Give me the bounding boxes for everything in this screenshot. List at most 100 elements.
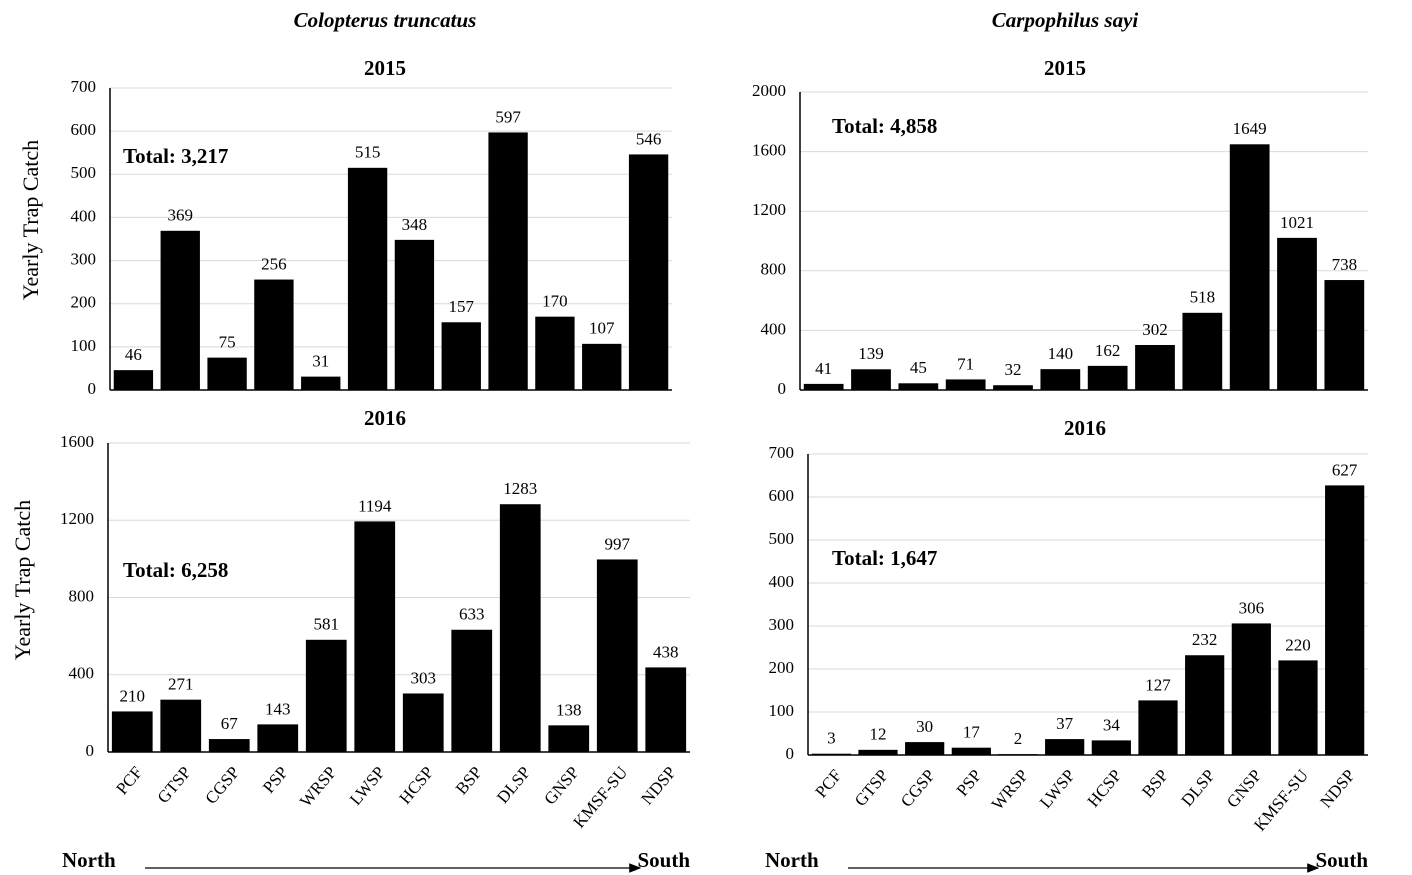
total-annotation: Total: 4,858 — [832, 114, 937, 138]
data-label: 271 — [168, 675, 194, 694]
data-label: 138 — [556, 700, 582, 719]
bar — [113, 370, 154, 390]
bar — [354, 521, 396, 752]
bar — [305, 639, 347, 752]
y-tick-label: 400 — [761, 319, 787, 338]
y-tick-label: 500 — [71, 163, 97, 182]
bar — [1182, 312, 1223, 390]
data-label: 31 — [312, 352, 329, 371]
bar — [488, 132, 528, 391]
bar — [160, 230, 200, 390]
data-label: 140 — [1048, 344, 1074, 363]
y-tick-label: 1200 — [60, 509, 94, 528]
y-tick-label: 1600 — [60, 432, 94, 451]
x-tick-label: GTSP — [851, 766, 892, 810]
x-tick-label: PCF — [811, 766, 845, 801]
bar — [1229, 144, 1270, 390]
x-tick-label: WRSP — [988, 766, 1032, 814]
bar — [499, 504, 541, 752]
data-label: 581 — [314, 615, 340, 634]
data-label: 597 — [495, 107, 521, 126]
x-tick-label: CGSP — [897, 766, 939, 811]
north-label: North — [765, 848, 819, 872]
data-label: 633 — [459, 605, 485, 624]
data-label: 518 — [1190, 288, 1216, 307]
x-tick-label: LWSP — [1036, 766, 1079, 812]
bar — [1040, 369, 1081, 390]
total-annotation: Total: 6,258 — [123, 558, 228, 582]
bar — [441, 322, 481, 390]
data-label: 67 — [221, 714, 239, 733]
bar — [945, 379, 986, 390]
x-tick-label: DLSP — [1177, 766, 1218, 810]
y-tick-label: 600 — [769, 486, 795, 505]
data-label: 139 — [858, 344, 884, 363]
bar — [1135, 345, 1175, 390]
data-label: 143 — [265, 699, 291, 718]
y-tick-label: 600 — [71, 120, 97, 139]
x-tick-label: HCSP — [395, 763, 437, 808]
y-tick-label: 200 — [71, 293, 97, 312]
chart-title: 2015 — [364, 56, 406, 80]
data-label: 170 — [542, 292, 568, 311]
south-label: South — [1315, 848, 1368, 872]
data-label: 220 — [1285, 635, 1311, 654]
data-label: 3 — [827, 729, 836, 748]
y-tick-label: 0 — [786, 744, 795, 763]
x-tick-label: GNSP — [540, 763, 582, 809]
data-label: 1021 — [1280, 213, 1314, 232]
bar — [208, 739, 250, 752]
data-label: 75 — [219, 333, 236, 352]
bar — [898, 383, 939, 390]
chart-title: 2016 — [364, 406, 406, 430]
total-annotation: Total: 1,647 — [832, 546, 937, 570]
bar — [1278, 660, 1318, 755]
data-label: 162 — [1095, 341, 1121, 360]
bar — [451, 629, 493, 752]
bar — [160, 699, 202, 752]
y-tick-label: 400 — [69, 664, 95, 683]
x-tick-label: BSP — [1138, 766, 1172, 801]
bar — [993, 385, 1033, 390]
species-title: Colopterus truncatus — [294, 8, 477, 32]
x-tick-label: BSP — [452, 763, 486, 798]
data-label: 17 — [963, 723, 981, 742]
data-label: 369 — [168, 206, 194, 225]
data-label: 302 — [1142, 320, 1168, 339]
data-label: 1283 — [503, 479, 537, 498]
y-axis-label: Yearly Trap Catch — [10, 500, 35, 660]
data-label: 107 — [589, 319, 615, 338]
x-tick-label: PSP — [259, 763, 292, 797]
total-annotation: Total: 3,217 — [123, 144, 228, 168]
y-tick-label: 300 — [769, 615, 795, 634]
y-tick-label: 0 — [778, 379, 787, 398]
y-tick-label: 0 — [88, 379, 97, 398]
data-label: 12 — [870, 725, 887, 744]
bar — [582, 343, 622, 390]
bar — [111, 711, 153, 752]
bar — [811, 753, 851, 755]
bar — [394, 239, 435, 390]
bar — [548, 725, 590, 752]
bar — [347, 167, 388, 390]
data-label: 2 — [1014, 729, 1023, 748]
data-label: 41 — [815, 359, 832, 378]
y-tick-label: 300 — [71, 249, 97, 268]
y-tick-label: 800 — [761, 260, 787, 279]
bar — [402, 693, 444, 752]
y-tick-label: 100 — [769, 701, 795, 720]
bar — [254, 279, 294, 390]
data-label: 738 — [1332, 255, 1358, 274]
bar — [596, 559, 638, 752]
y-tick-label: 0 — [86, 741, 95, 760]
bar — [301, 376, 341, 390]
data-label: 210 — [120, 686, 146, 705]
bar — [207, 357, 247, 390]
data-label: 127 — [1145, 675, 1171, 694]
y-tick-label: 500 — [769, 529, 795, 548]
data-label: 256 — [261, 254, 287, 273]
x-tick-label: PSP — [953, 766, 986, 800]
y-tick-label: 400 — [769, 572, 795, 591]
bar — [535, 316, 575, 390]
